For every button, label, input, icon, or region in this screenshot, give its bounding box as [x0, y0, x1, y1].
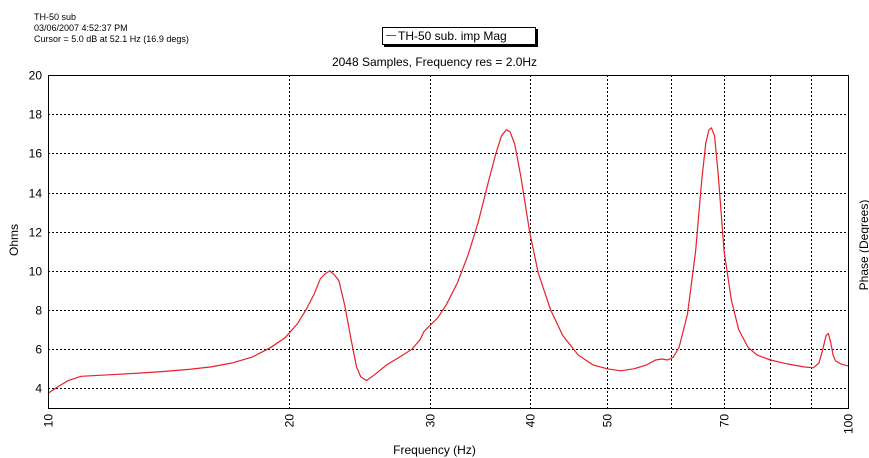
- x-tick-label-30: 30: [424, 414, 438, 428]
- chart-title: 2048 Samples, Frequency res = 2.0Hz: [331, 55, 538, 69]
- x-tick-label-100: 100: [842, 414, 856, 434]
- y-tick-label-10: 10: [29, 265, 43, 279]
- series-line-imp-mag: [47, 126, 849, 394]
- x-tick-label-40: 40: [524, 414, 538, 428]
- x-tick-label-70: 70: [718, 414, 732, 428]
- x-tick-label-50: 50: [601, 414, 615, 428]
- cursor-readout: Cursor = 5.0 dB at 52.1 Hz (16.9 degs): [34, 34, 189, 44]
- grid: [48, 75, 848, 408]
- y-tick-label-20: 20: [29, 69, 43, 83]
- y-tick-label-16: 16: [29, 147, 43, 161]
- plot-frame: [48, 75, 849, 409]
- y-tick-label-12: 12: [29, 226, 43, 240]
- y-tick-label-8: 8: [35, 304, 42, 318]
- x-tick-label-20: 20: [283, 414, 297, 428]
- y-tick-label-6: 6: [35, 343, 42, 357]
- legend-label: TH-50 sub. imp Mag: [398, 29, 507, 43]
- tick-labels: 4 6 8 10 12 14 16 18 20 10 20 30 40 50 70 100: [29, 69, 856, 435]
- y-tick-label-18: 18: [29, 108, 43, 122]
- x-tick-label-10: 10: [42, 414, 56, 428]
- legend-swatch: [386, 35, 396, 36]
- x-axis-label: Frequency (Hz): [393, 443, 476, 457]
- y-tick-label-14: 14: [29, 187, 43, 201]
- y-tick-label-4: 4: [35, 382, 42, 396]
- header-line-1: TH-50 sub: [34, 12, 77, 22]
- header-line-2: 03/06/2007 4:52:37 PM: [34, 23, 128, 33]
- legend: TH-50 sub. imp Mag: [382, 27, 536, 45]
